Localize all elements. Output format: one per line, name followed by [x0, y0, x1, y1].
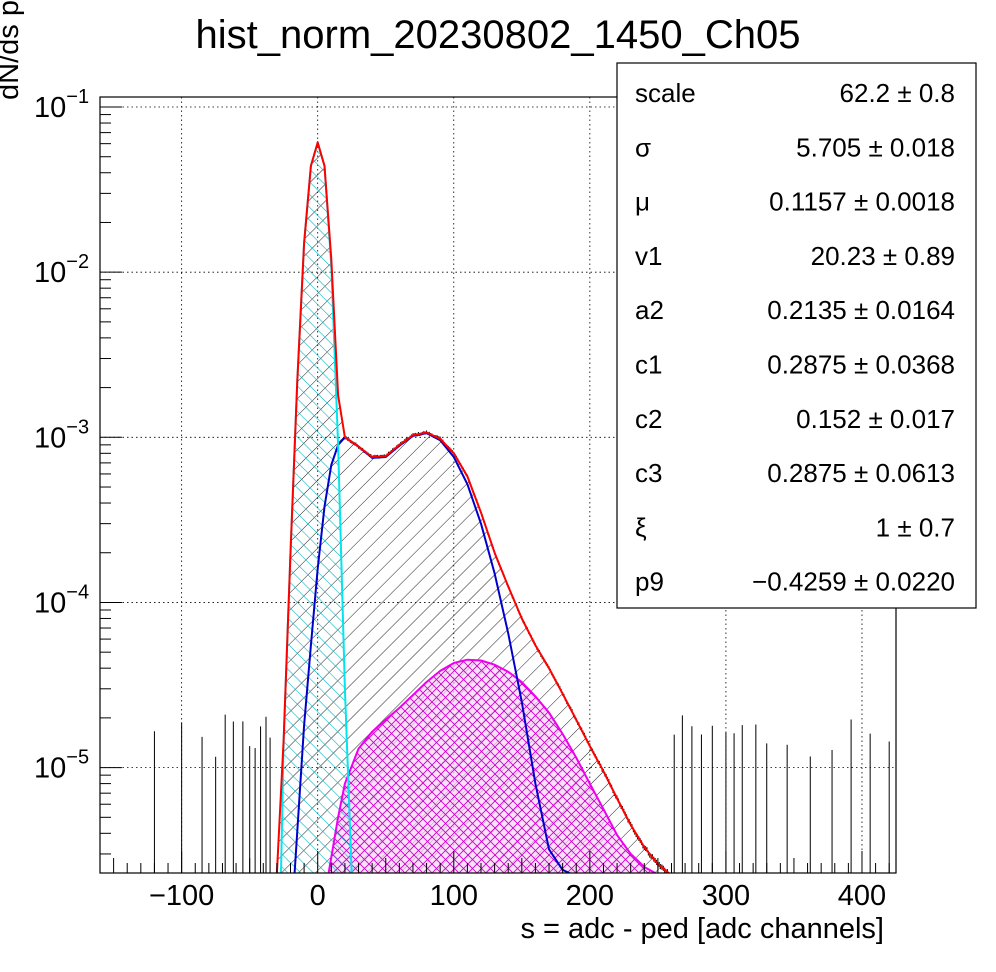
histogram-hatch-fill: [276, 142, 669, 873]
stat-param-value: 62.2 ± 0.8: [840, 78, 955, 108]
stat-param-name: p9: [635, 567, 664, 597]
y-axis-label: dN/ds p.d.f. [a.u.]: [0, 0, 25, 100]
stat-param-name: c2: [635, 404, 662, 434]
x-axis: −100 0 100 200 300 400: [113, 851, 890, 912]
y-tick-label: 10−5: [34, 747, 89, 785]
stat-param-value: 0.152 ± 0.017: [796, 404, 955, 434]
stat-param-name: ξ: [635, 512, 647, 542]
stat-param-value: 5.705 ± 0.018: [796, 132, 955, 162]
second-peak-component-fill: [328, 659, 656, 873]
stat-param-value: −0.4259 ± 0.0220: [752, 567, 955, 597]
y-tick-label: 10−4: [34, 581, 89, 619]
stat-param-name: scale: [635, 78, 696, 108]
stat-param-name: c3: [635, 458, 662, 488]
y-tick-label: 10−2: [34, 251, 89, 289]
stat-param-name: a2: [635, 295, 664, 325]
fit-curves: [275, 141, 670, 873]
stat-param-name: μ: [635, 187, 650, 217]
chart-title: hist_norm_20230802_1450_Ch05: [196, 13, 801, 57]
fit-stats-box: scale 62.2 ± 0.8 σ 5.705 ± 0.018 μ 0.1157 ± 0…: [616, 62, 977, 609]
stat-param-value: 0.2875 ± 0.0613: [767, 458, 955, 488]
x-tick-label: 400: [838, 880, 886, 912]
x-tick-label: 0: [310, 880, 326, 912]
component-fills: [276, 142, 669, 873]
y-axis: 10−5 10−4 10−3 10−2 10−1: [34, 86, 122, 855]
y-tick-label: 10−1: [34, 86, 89, 124]
x-tick-label: 200: [566, 880, 614, 912]
total-fit-curve: [275, 141, 670, 873]
stat-param-value: 20.23 ± 0.89: [811, 241, 955, 271]
stat-param-value: 1 ± 0.7: [876, 512, 955, 542]
stat-param-name: v1: [635, 241, 662, 271]
stat-param-name: c1: [635, 350, 662, 380]
stat-param-value: 0.1157 ± 0.0018: [769, 187, 955, 217]
pedestal-component-fill: [280, 142, 352, 873]
y-tick-label: 10−3: [34, 416, 89, 454]
stat-param-value: 0.2135 ± 0.0164: [767, 295, 955, 325]
stat-param-value: 0.2875 ± 0.0368: [767, 350, 955, 380]
x-tick-label: 300: [702, 880, 750, 912]
x-tick-label: 100: [430, 880, 478, 912]
stats-box-frame: [616, 62, 977, 609]
stat-param-name: σ: [635, 132, 651, 162]
x-tick-label: −100: [149, 880, 214, 912]
x-axis-label: s = adc - ped [adc channels]: [520, 913, 884, 945]
second-peak-component-curve: [327, 658, 656, 873]
